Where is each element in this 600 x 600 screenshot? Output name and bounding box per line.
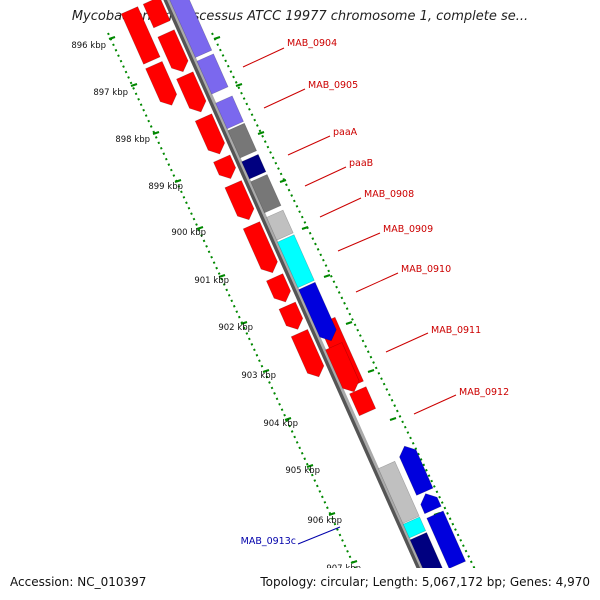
feature-block[interactable] bbox=[241, 154, 267, 180]
kbp-label: 904 kbp bbox=[263, 419, 298, 429]
scale-line-inner bbox=[107, 32, 357, 568]
scale-labels: 896 kbp 897 kbp 898 kbp 899 kbp 900 kbp … bbox=[71, 41, 361, 574]
feature-block[interactable] bbox=[399, 445, 434, 496]
feature-block[interactable] bbox=[290, 329, 325, 378]
feature-block[interactable] bbox=[426, 510, 466, 569]
feature-block[interactable] bbox=[227, 122, 257, 159]
kbp-label: 897 kbp bbox=[93, 88, 128, 98]
feature-block[interactable] bbox=[120, 6, 161, 65]
topology-text: Topology: circular; Length: 5,067,172 bp… bbox=[260, 575, 590, 589]
kbp-label: 896 kbp bbox=[71, 41, 106, 51]
kbp-label: 901 kbp bbox=[194, 276, 229, 286]
feature-block[interactable] bbox=[325, 342, 360, 393]
kbp-label: 903 kbp bbox=[241, 371, 276, 381]
feature-block[interactable] bbox=[250, 174, 282, 214]
feature-block[interactable] bbox=[298, 281, 337, 342]
accession-text: Accession: NC_010397 bbox=[10, 575, 147, 589]
gene-label[interactable]: MAB_0908 bbox=[364, 189, 414, 200]
feature-block[interactable] bbox=[277, 234, 315, 289]
gene-labels: MAB_0904 MAB_0905 paaA paaB MAB_0908 MAB… bbox=[241, 38, 510, 547]
kbp-label: 905 kbp bbox=[285, 466, 320, 476]
feature-block[interactable] bbox=[142, 0, 171, 29]
feature-block[interactable] bbox=[378, 460, 420, 524]
feature-block[interactable] bbox=[224, 180, 255, 221]
backbone-shadow bbox=[163, 0, 424, 568]
kbp-label: 898 kbp bbox=[115, 135, 150, 145]
gene-label[interactable]: MAB_0911 bbox=[431, 325, 481, 336]
feature-block[interactable] bbox=[196, 53, 229, 95]
gene-label[interactable]: MAB_0910 bbox=[401, 264, 451, 275]
feature-block[interactable] bbox=[278, 301, 304, 330]
gene-label[interactable]: MAB_0905 bbox=[308, 80, 358, 91]
feature-block[interactable] bbox=[145, 61, 178, 106]
feature-block[interactable] bbox=[266, 273, 291, 303]
scale-line-outer bbox=[211, 32, 476, 568]
feature-block[interactable] bbox=[157, 29, 189, 73]
label-leaders bbox=[242, 47, 457, 545]
kbp-label: 907 kbp bbox=[326, 564, 361, 574]
inner-ticks bbox=[108, 36, 358, 564]
feature-block[interactable] bbox=[194, 113, 226, 155]
feature-block[interactable] bbox=[349, 386, 377, 417]
feature-block[interactable] bbox=[266, 209, 294, 241]
gene-label[interactable]: MAB_0904 bbox=[287, 38, 337, 49]
feature-block[interactable] bbox=[167, 0, 213, 58]
kbp-label: 900 kbp bbox=[171, 228, 206, 238]
kbp-label: 899 kbp bbox=[148, 182, 183, 192]
gene-label[interactable]: MAB_0912 bbox=[459, 387, 509, 398]
gene-label[interactable]: MAB_0909 bbox=[383, 224, 433, 235]
backbone bbox=[167, 0, 424, 568]
feature-block[interactable] bbox=[402, 516, 427, 539]
kbp-label: 902 kbp bbox=[218, 323, 253, 333]
feature-block[interactable] bbox=[409, 532, 444, 579]
kbp-label: 906 kbp bbox=[307, 516, 342, 526]
feature-block[interactable] bbox=[176, 71, 207, 113]
feature-block[interactable] bbox=[213, 154, 237, 179]
feature-block[interactable] bbox=[420, 493, 442, 515]
feature-block[interactable] bbox=[215, 95, 244, 130]
gene-label[interactable]: paaB bbox=[349, 158, 373, 169]
gene-label[interactable]: MAB_0913c bbox=[241, 536, 296, 547]
feature-block[interactable] bbox=[242, 221, 278, 274]
gene-label[interactable]: paaA bbox=[333, 127, 358, 138]
